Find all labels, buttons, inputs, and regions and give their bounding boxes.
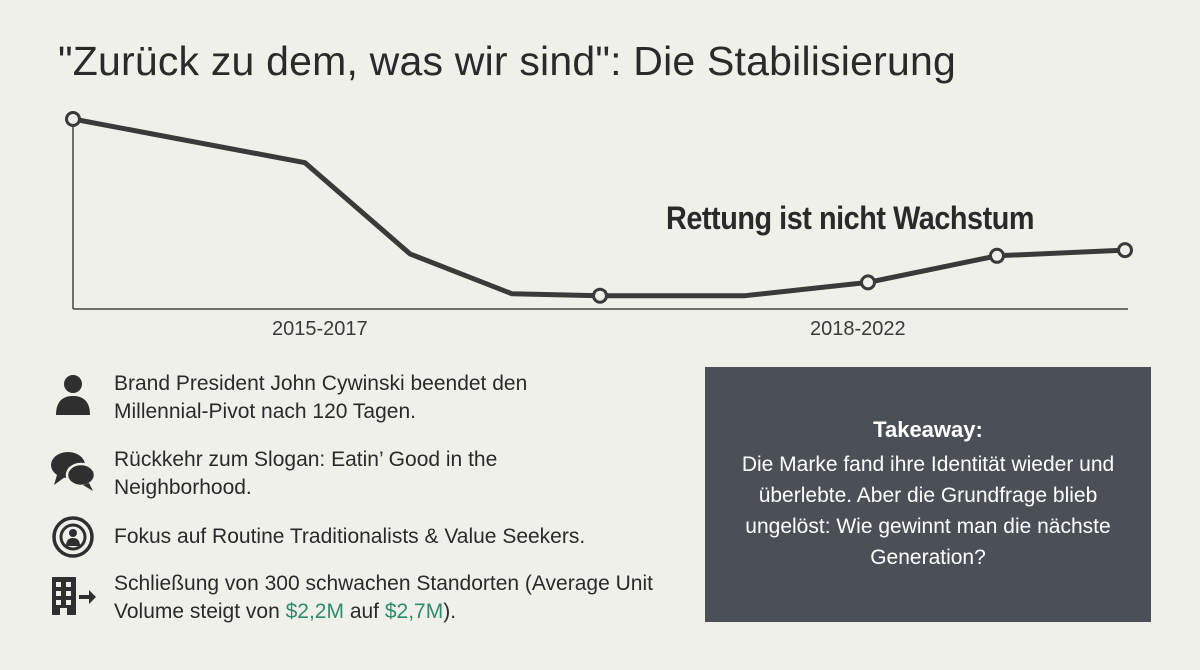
speech-bubbles-icon [48,446,98,496]
takeaway-body: Die Marke fand ihre Identität wieder und… [741,453,1115,569]
item-text-part: auf [343,600,385,623]
value-before: $2,2M [285,600,344,623]
list-item: Schließung von 300 schwachen Standorten … [48,570,694,626]
page-title: "Zurück zu dem, was wir sind": Die Stabi… [58,38,956,84]
takeaway-box: Takeaway: Die Marke fand ihre Identität … [705,367,1151,622]
data-point [1117,242,1133,259]
data-point [65,111,81,127]
list-item: Fokus auf Routine Traditionalists & Valu… [48,512,674,562]
item-text: Rückkehr zum Slogan: Eatin’ Good in the … [114,448,498,499]
item-text-part: Schließung von 300 schwachen Standorten … [114,572,653,623]
data-point [592,287,608,304]
period-label-1: 2015-2017 [272,318,368,340]
line-chart [65,111,1133,310]
target-audience-icon [48,512,98,562]
data-point [860,274,876,291]
person-icon [48,370,98,420]
period-label-2: 2018-2022 [810,318,906,340]
item-text-part: ). [443,600,457,623]
item-text: Fokus auf Routine Traditionalists & Valu… [114,525,586,548]
building-exit-icon [48,570,98,620]
takeaway-heading: Takeaway: [873,417,983,442]
item-text: Schließung von 300 schwachen Standorten … [114,570,694,626]
value-after: $2,7M [384,600,444,623]
list-item: Rückkehr zum Slogan: Eatin’ Good in the … [48,446,574,502]
item-text: Brand President John Cywinski beendet de… [114,372,528,423]
list-item: Brand President John Cywinski beendet de… [48,370,604,426]
data-point [989,247,1005,264]
chart-annotation: Rettung ist nicht Wachstum [666,200,1035,236]
